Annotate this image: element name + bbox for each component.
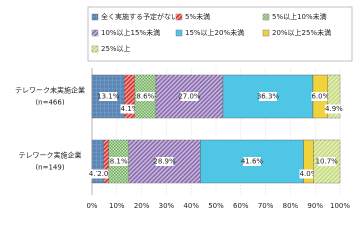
legend-label: 5%未満 — [185, 12, 210, 21]
bar-pattern — [103, 140, 109, 183]
value-label-bg — [258, 92, 277, 101]
legend-label: 15%以上20%未満 — [185, 28, 244, 37]
category-note: (n=149) — [35, 164, 64, 172]
legend-swatch-pattern — [92, 46, 98, 52]
value-label: 41.6% — [241, 158, 264, 166]
x-tick-label: 90% — [307, 202, 323, 210]
legend-swatch-pattern — [92, 30, 98, 36]
category-label: テレワーク実施企業 — [19, 151, 82, 160]
legend-label: 25%以上 — [101, 44, 131, 53]
category-note: (n=466) — [35, 99, 64, 107]
x-tick-label: 70% — [258, 202, 274, 210]
bar-pattern — [92, 140, 104, 183]
legend-swatch — [262, 29, 270, 37]
value-label-bg — [109, 157, 128, 166]
category-label: テレワーク未実施企業 — [15, 86, 85, 95]
legend-label: 20%以上25%未満 — [272, 28, 331, 37]
x-tick-label: 20% — [134, 202, 150, 210]
value-label-bg — [242, 157, 261, 166]
x-tick-label: 40% — [183, 202, 199, 210]
x-tick-label: 0% — [86, 202, 97, 210]
bar-pattern — [124, 75, 135, 118]
value-label: 2.0% — [97, 170, 115, 178]
value-label: 27.0% — [178, 93, 201, 101]
legend-label: 5%以上10%未満 — [272, 12, 327, 21]
value-label: 36.3% — [257, 93, 280, 101]
value-label-bg — [324, 104, 343, 114]
legend-swatch — [175, 29, 183, 37]
value-label: 4.0% — [300, 170, 318, 178]
legend-label: 全く実施する予定がない — [101, 12, 178, 21]
x-tick-label: 100% — [330, 202, 350, 210]
value-label: 4.1% — [121, 105, 139, 113]
value-label-bg — [99, 92, 118, 101]
legend-box — [87, 6, 353, 62]
x-tick-label: 60% — [233, 202, 249, 210]
value-label-bg — [299, 169, 318, 179]
legend-swatch-pattern — [92, 14, 98, 20]
value-label-bg — [317, 157, 336, 166]
value-label: 13.1% — [97, 93, 120, 101]
value-label: 6.0% — [312, 93, 330, 101]
value-label-bg — [120, 104, 139, 114]
value-label-bg — [180, 92, 199, 101]
x-tick-label: 10% — [109, 202, 125, 210]
x-tick-label: 30% — [159, 202, 175, 210]
value-label: 28.9% — [153, 158, 176, 166]
value-label-bg — [155, 157, 174, 166]
legend-swatch-pattern — [263, 14, 269, 20]
legend-label: 10%以上15%未満 — [101, 28, 160, 37]
value-label: 8.1% — [110, 158, 128, 166]
legend-swatch-pattern — [176, 14, 182, 20]
x-tick-label: 80% — [283, 202, 299, 210]
value-label-bg — [97, 169, 116, 179]
value-label: 10.7% — [316, 158, 339, 166]
value-label-bg — [311, 92, 330, 101]
value-label: 8.6% — [136, 93, 154, 101]
value-label: 4.9% — [325, 105, 343, 113]
value-label-bg — [136, 92, 155, 101]
x-tick-label: 50% — [208, 202, 224, 210]
